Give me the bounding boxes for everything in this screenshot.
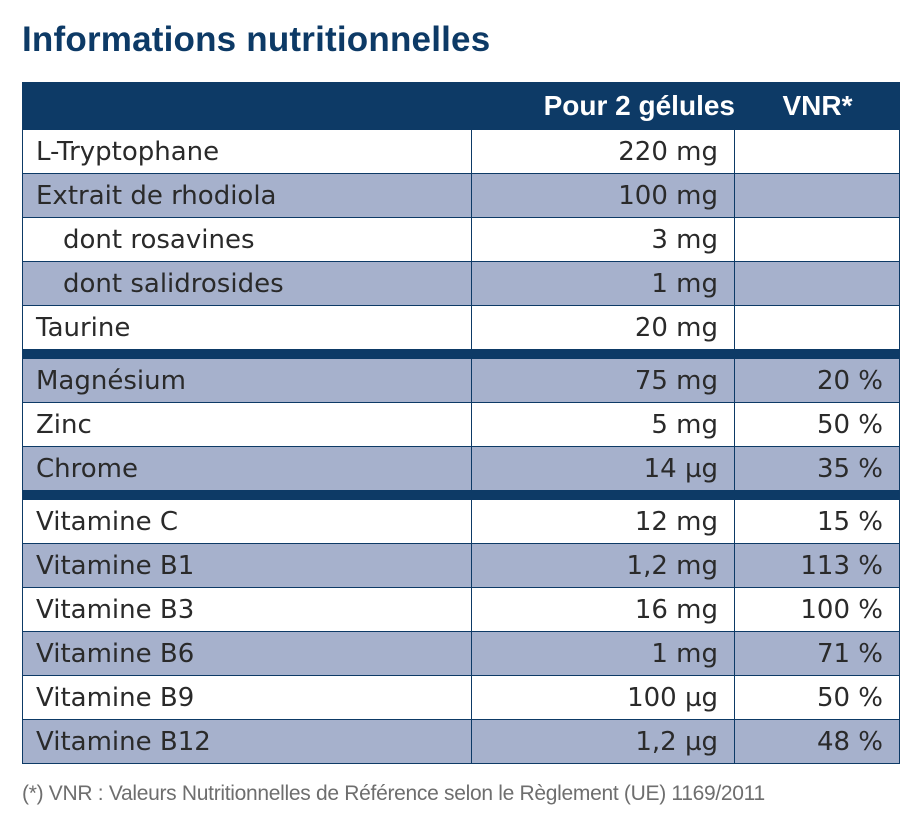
footnote: (*) VNR : Valeurs Nutritionnelles de Réf… [22,782,765,805]
nutrient-name: L-Tryptophane [23,130,472,173]
nutrient-amount: 5 mg [472,403,735,446]
nutrient-name: dont salidrosides [23,262,472,305]
nutrient-amount: 1 mg [472,632,735,675]
nutrient-vnr [735,218,899,261]
table-row: Vitamine C 12 mg 15 % [22,500,900,544]
header-amount: Pour 2 gélules [543,90,735,121]
nutrient-vnr: 20 % [816,365,883,396]
nutrient-name: Vitamine C [23,500,472,543]
nutrient-vnr: 71 % [816,638,883,669]
nutrient-name: Zinc [23,403,472,446]
nutrient-name: Taurine [23,306,472,349]
nutrient-name: Chrome [23,447,472,490]
nutrient-amount: 20 mg [472,306,735,349]
nutrient-amount: 1,2 µg [472,720,735,763]
nutrient-name: Vitamine B9 [23,676,472,719]
nutrient-name: Vitamine B3 [23,588,472,631]
table-header: Pour 2 gélules VNR* [22,82,900,130]
nutrient-amount: 16 mg [472,588,735,631]
nutrient-amount: 100 mg [472,174,735,217]
nutrient-amount: 14 µg [472,447,735,490]
nutrient-vnr: 50 % [816,409,883,440]
nutrient-name: Vitamine B1 [23,544,472,587]
table-body: L-Tryptophane 220 mg Extrait de rhodiola 10… [22,130,900,764]
group-separator [22,350,900,359]
nutrient-vnr: 15 % [816,506,883,537]
table-row: Zinc 5 mg 50 % [22,403,900,447]
nutrient-name: Vitamine B12 [23,720,472,763]
table-row: Vitamine B12 1,2 µg 48 % [22,720,900,764]
nutrient-name: Magnésium [23,359,472,402]
nutrient-vnr: 113 % [800,550,883,581]
table-row: Vitamine B1 1,2 mg 113 % [22,544,900,588]
table-row: L-Tryptophane 220 mg [22,130,900,174]
group-separator [22,491,900,500]
nutrient-name: Extrait de rhodiola [23,174,472,217]
nutrient-vnr: 35 % [816,453,883,484]
table-row: Extrait de rhodiola 100 mg [22,174,900,218]
nutrient-amount: 75 mg [472,359,735,402]
nutrient-vnr: 48 % [816,726,883,757]
nutrient-vnr: 100 % [800,594,883,625]
table-row: dont rosavines 3 mg [22,218,900,262]
nutrition-table: Pour 2 gélules VNR* L-Tryptophane 220 mg E… [22,82,900,764]
table-row: Vitamine B6 1 mg 71 % [22,632,900,676]
table-row: Taurine 20 mg [22,306,900,350]
nutrient-amount: 220 mg [472,130,735,173]
nutrient-vnr [735,262,899,305]
table-row: Vitamine B3 16 mg 100 % [22,588,900,632]
nutrient-vnr [735,130,899,173]
table-row: Vitamine B9 100 µg 50 % [22,676,900,720]
nutrient-amount: 100 µg [472,676,735,719]
nutrient-name: dont rosavines [23,218,472,261]
nutrient-vnr: 50 % [816,682,883,713]
table-row: Chrome 14 µg 35 % [22,447,900,491]
nutrient-name: Vitamine B6 [23,632,472,675]
nutrient-amount: 1 mg [472,262,735,305]
nutrient-vnr [735,174,899,217]
header-vnr: VNR* [782,90,853,121]
nutrient-amount: 1,2 mg [472,544,735,587]
page-title: Informations nutritionnelles [22,20,491,59]
nutrient-vnr [735,306,899,349]
nutrient-amount: 3 mg [472,218,735,261]
table-row: dont salidrosides 1 mg [22,262,900,306]
nutrient-amount: 12 mg [472,500,735,543]
table-row: Magnésium 75 mg 20 % [22,359,900,403]
